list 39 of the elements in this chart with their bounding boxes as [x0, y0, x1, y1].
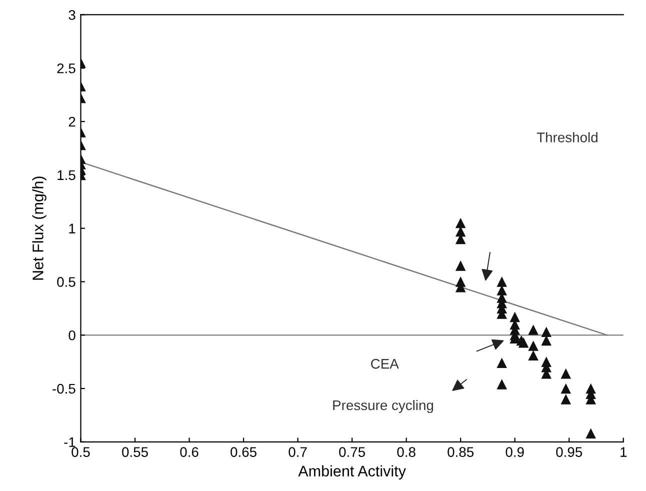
x-tick-label: 0.85	[448, 447, 474, 457]
point	[586, 428, 596, 439]
y-axis-title: Net Flux (mg/h)	[32, 176, 46, 280]
point	[560, 368, 572, 379]
x-tick-label: 0.6	[180, 447, 198, 457]
x-tick-label: 0.8	[397, 447, 416, 457]
annotation: Pressure cycling	[333, 400, 434, 413]
y-tick-label: -0.5	[52, 384, 76, 394]
x-tick-label: 0.55	[122, 447, 148, 457]
point	[510, 312, 520, 322]
point	[496, 285, 507, 296]
point	[528, 350, 538, 361]
x-tick-label: 1	[620, 447, 627, 457]
point	[541, 326, 552, 338]
point	[496, 276, 507, 287]
point	[560, 394, 572, 404]
x-tick-label: 0.95	[556, 447, 582, 457]
y-tick-label: 1.5	[58, 170, 76, 180]
x-tick-label: 0.65	[230, 447, 256, 457]
annotation: CEA	[371, 358, 399, 369]
y-tick-label: -1	[64, 437, 76, 447]
point	[455, 218, 466, 228]
x-tick-label: 0.75	[339, 447, 366, 457]
y-tick-label: 0	[68, 330, 76, 340]
x-tick-label: 0.7	[288, 447, 307, 457]
point	[528, 340, 538, 351]
y-tick-label: 0.5	[57, 277, 76, 287]
x-tick-label: 0.9	[506, 447, 524, 457]
y-tick-label: 2	[68, 116, 76, 127]
point	[528, 324, 538, 335]
annotation: Threshold	[536, 132, 598, 142]
point	[496, 358, 507, 368]
y-tick-label: 2.5	[57, 63, 76, 74]
point	[455, 260, 466, 271]
y-tick-label: 3	[68, 10, 76, 20]
point	[560, 383, 572, 394]
x-axis-title: Ambient Activity	[298, 465, 406, 480]
y-tick-label: 1	[69, 224, 76, 234]
point	[496, 379, 507, 390]
